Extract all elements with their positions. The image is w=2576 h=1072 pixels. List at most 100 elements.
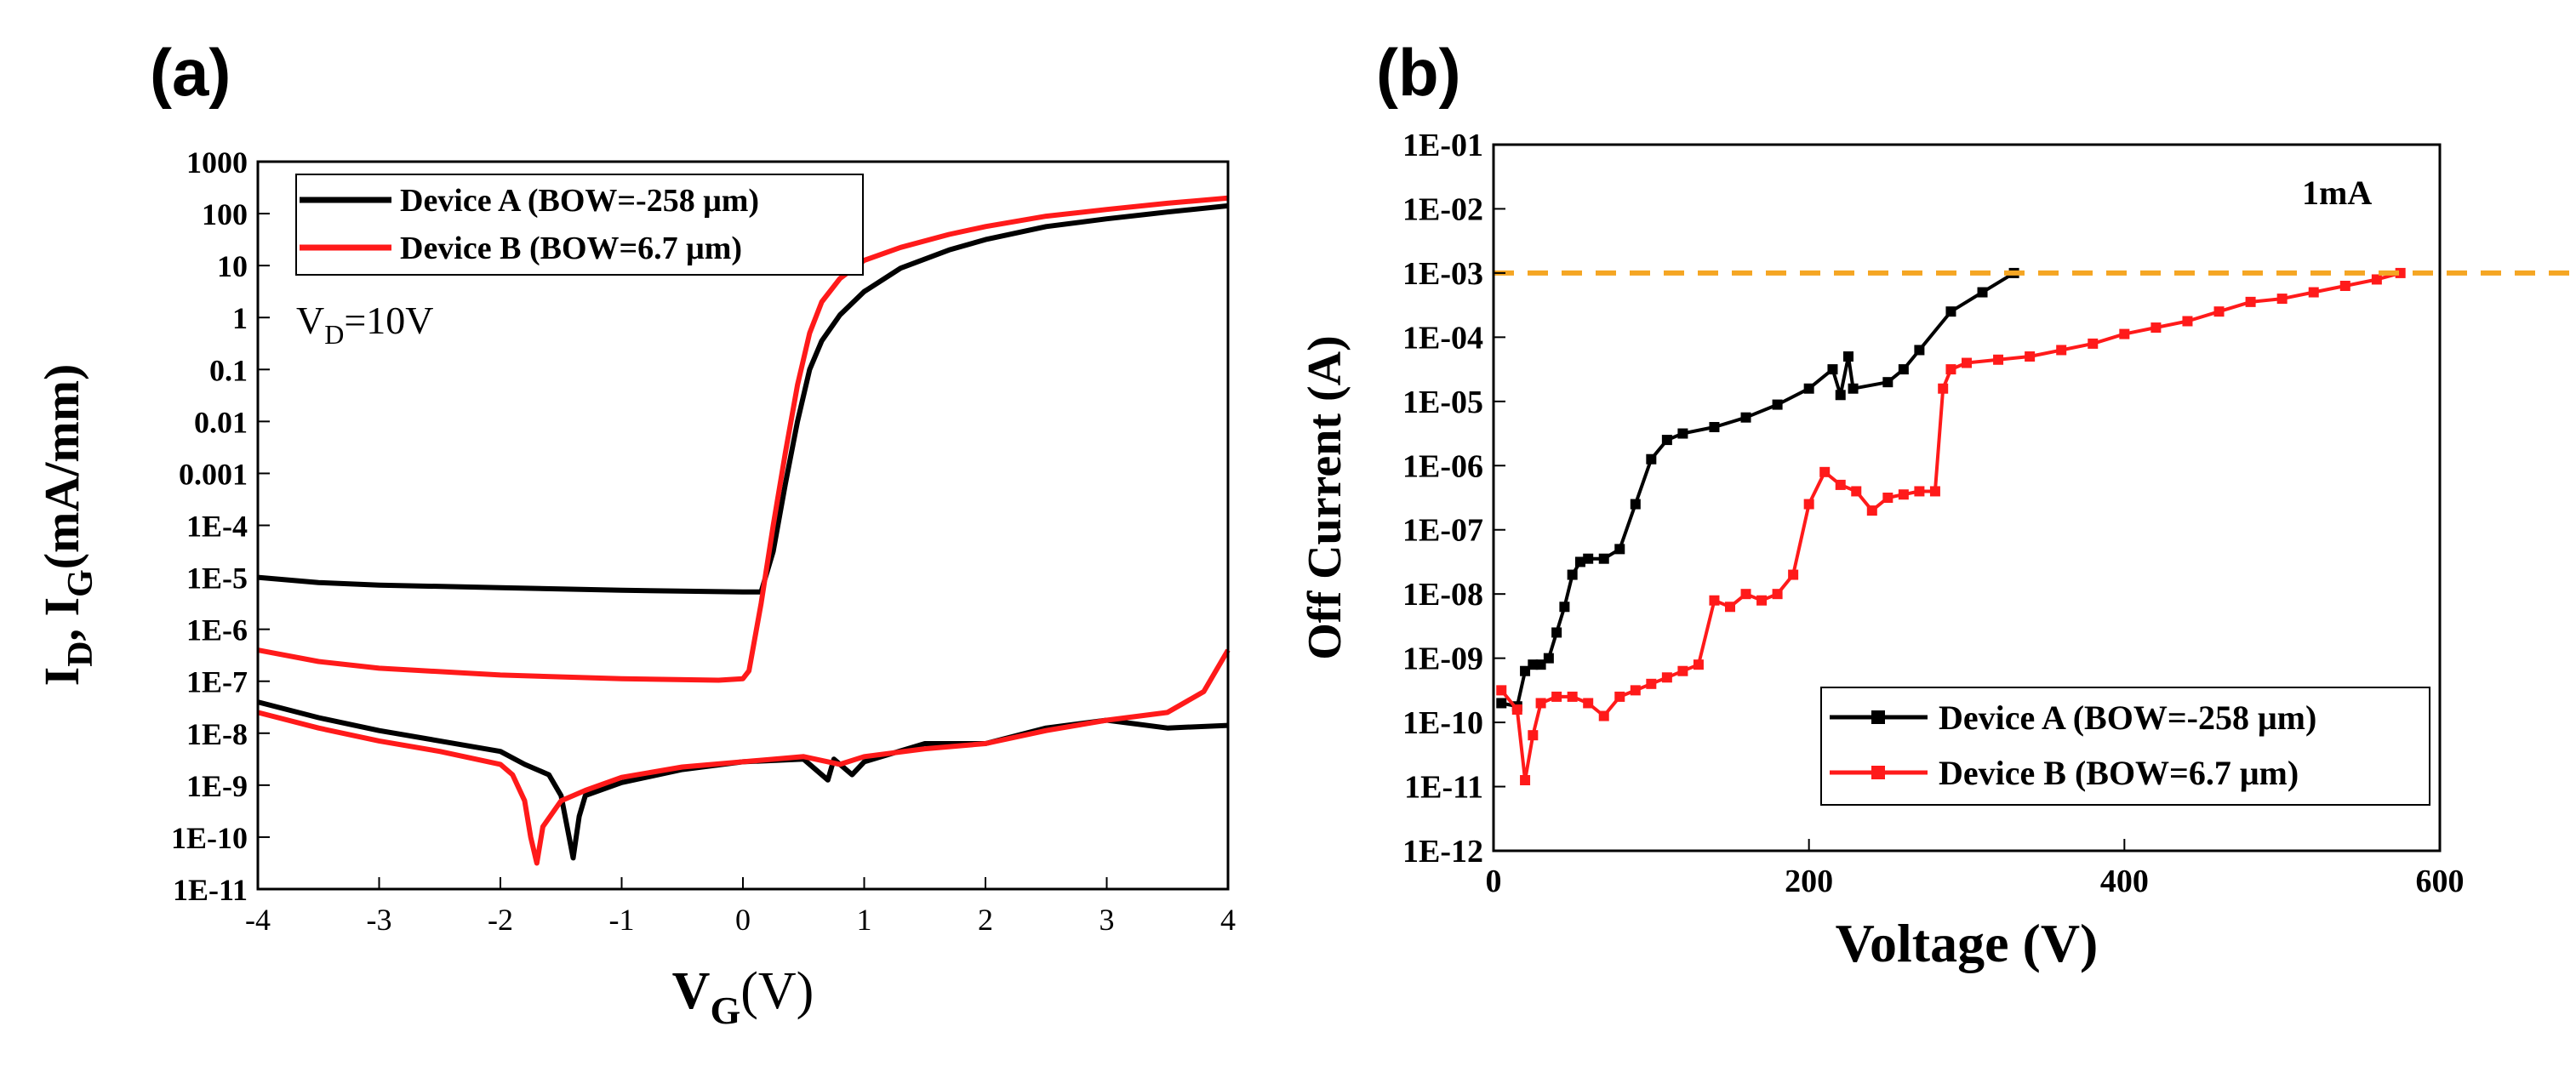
chart-b-series-0-point bbox=[1543, 653, 1554, 664]
chart-b-ylabel: Off Current (A) bbox=[1299, 335, 1351, 660]
chart-a-xlabel: VG(V) bbox=[672, 962, 814, 1032]
chart-b-y-tick-label: 1E-06 bbox=[1402, 448, 1483, 484]
chart-b-series-1-point bbox=[1646, 678, 1657, 689]
chart-b-x-tick-label: 400 bbox=[2100, 864, 2149, 899]
chart-b-series-0-point bbox=[1661, 435, 1672, 446]
chart-b-series-0-point bbox=[1772, 399, 1783, 410]
chart-a-y-tick-label: 10 bbox=[217, 249, 248, 283]
chart-a-annotation-vd: VD=10V bbox=[296, 299, 434, 350]
chart-b-x-tick-label: 0 bbox=[1486, 864, 1502, 899]
chart-b-plot-frame bbox=[1492, 143, 2442, 852]
chart-b-series-1-point bbox=[1551, 691, 1562, 702]
chart-b-series-0-point bbox=[1559, 602, 1570, 613]
chart-b-series-0-point bbox=[1646, 453, 1657, 465]
chart-a-x-tick-label: -2 bbox=[488, 903, 513, 937]
chart-b-y-tick-label: 1E-12 bbox=[1402, 834, 1483, 870]
chart-a-legend-label-b: Device B (BOW=6.7 μm) bbox=[400, 231, 742, 266]
chart-b-y-tick-label: 1E-09 bbox=[1402, 641, 1483, 677]
chart-b-series-1-point bbox=[1962, 357, 1972, 368]
chart-b-y-tick-label: 1E-01 bbox=[1402, 128, 1483, 163]
chart-a-y-tick-label: 1E-8 bbox=[186, 717, 248, 751]
chart-b-series-1-point bbox=[2088, 338, 2099, 349]
chart-b-y-tick-label: 1E-03 bbox=[1402, 256, 1483, 292]
chart-a-y-tick-label: 1E-11 bbox=[173, 873, 248, 907]
chart-b-series-0-point bbox=[1803, 383, 1814, 394]
chart-a-x-tick-label: 1 bbox=[857, 903, 872, 937]
chart-b-y-tick-label: 1E-08 bbox=[1402, 577, 1483, 613]
chart-b-series-1-point bbox=[1614, 691, 1625, 702]
chart-b: 0 200 400 600 1E-01 1E-02 1E-03 1E-04 1E-05 1E-06… bbox=[1299, 128, 2570, 973]
chart-b-series-1-point bbox=[2371, 274, 2382, 285]
chart-a-x-tick-label: -3 bbox=[367, 903, 392, 937]
chart-a-legend-label-a: Device A (BOW=-258 μm) bbox=[400, 183, 759, 219]
chart-b-series-0-point bbox=[1528, 659, 1539, 670]
chart-a: -4 -3 -2 -1 0 1 2 3 4 1000 100 10 1 0.1 0.01 0.001 1E-4 1… bbox=[34, 145, 1236, 1032]
chart-b-series-0-point bbox=[1567, 569, 1578, 580]
chart-b-legend-marker-b bbox=[1871, 766, 1885, 779]
chart-b-y-tick-label: 1E-02 bbox=[1402, 191, 1483, 227]
chart-a-y-tick-label: 1 bbox=[232, 301, 248, 335]
chart-b-x-tick-label: 200 bbox=[1785, 864, 1833, 899]
chart-b-series-0-point bbox=[1740, 412, 1751, 423]
chart-b-series-1-point bbox=[1693, 659, 1704, 670]
chart-a-series-line-0 bbox=[257, 202, 1229, 595]
chart-a-x-tick-label: 0 bbox=[735, 903, 751, 937]
chart-b-series-0-point bbox=[1898, 364, 1909, 375]
chart-b-series-1-point bbox=[1851, 486, 1862, 497]
chart-b-series-0-point bbox=[1614, 544, 1625, 555]
chart-a-y-tick-label: 0.01 bbox=[194, 405, 248, 439]
chart-a-x-tick-label: 3 bbox=[1100, 903, 1115, 937]
chart-b-series-0-point bbox=[1827, 364, 1838, 375]
chart-b-series-0-point bbox=[1843, 351, 1853, 362]
chart-b-series-1-point bbox=[1929, 486, 1940, 497]
chart-a-y-tick-label: 1E-7 bbox=[186, 665, 248, 699]
chart-b-series-1-point bbox=[1567, 691, 1578, 702]
chart-b-legend: Device A (BOW=-258 μm) Device B (BOW=6.7… bbox=[1820, 687, 2430, 806]
chart-b-series-1-point bbox=[2182, 316, 2193, 327]
chart-a-series-line-1 bbox=[257, 195, 1229, 683]
chart-b-series-1-point bbox=[1740, 589, 1751, 600]
chart-b-series-1-point bbox=[1709, 595, 1720, 606]
chart-b-legend-label-b: Device B (BOW=6.7 μm) bbox=[1939, 754, 2299, 792]
chart-b-annotation-1ma: 1mA bbox=[2302, 174, 2372, 212]
chart-a-y-tick-label: 1E-10 bbox=[171, 821, 248, 855]
chart-a-x-tick-label: 4 bbox=[1220, 903, 1236, 937]
chart-b-series-1-point bbox=[1788, 569, 1799, 580]
chart-b-series-1-point bbox=[1583, 698, 1594, 709]
chart-b-series-1-point bbox=[1914, 486, 1925, 497]
chart-b-series-1-point bbox=[1520, 775, 1531, 785]
chart-b-series-1-point bbox=[1725, 602, 1735, 613]
chart-a-y-tick-label: 1E-6 bbox=[186, 613, 248, 647]
chart-a-legend: Device A (BOW=-258 μm) Device B (BOW=6.7… bbox=[295, 174, 864, 276]
panel-label-b: (b) bbox=[1376, 35, 1461, 110]
chart-a-ylabel: ID, IG(mA/mm) bbox=[34, 364, 100, 687]
chart-b-series-0-point bbox=[1848, 383, 1859, 394]
chart-b-series-1-point bbox=[2119, 328, 2130, 339]
chart-b-series-0-point bbox=[1835, 390, 1846, 401]
chart-b-series-1-point bbox=[1661, 672, 1672, 683]
chart-b-series-0-point bbox=[1630, 499, 1641, 510]
chart-b-y-tick-label: 1E-11 bbox=[1404, 770, 1483, 806]
chart-b-y-tick-label: 1E-04 bbox=[1402, 320, 1483, 356]
chart-a-y-tick-label: 0.001 bbox=[179, 457, 248, 491]
chart-b-series-1-point bbox=[2276, 294, 2288, 305]
chart-b-series-1-point bbox=[1630, 685, 1641, 696]
chart-b-series-1-point bbox=[1772, 589, 1783, 600]
chart-b-series-1-point bbox=[1535, 698, 1546, 709]
chart-b-series-0-point bbox=[1677, 428, 1688, 439]
chart-a-legend-box bbox=[295, 174, 864, 276]
chart-a-y-tick-label: 1E-9 bbox=[186, 769, 248, 803]
chart-b-series-0-point bbox=[1709, 422, 1720, 432]
panel-label-a: (a) bbox=[150, 35, 231, 110]
chart-b-series-0-point bbox=[1977, 287, 1988, 298]
chart-b-series-1-point bbox=[1945, 364, 1956, 375]
chart-b-series-1-point bbox=[1598, 710, 1609, 721]
chart-b-series-1-point bbox=[1803, 499, 1814, 510]
chart-b-series-1-point bbox=[1756, 595, 1768, 606]
chart-b-series-0-point bbox=[1574, 556, 1585, 567]
chart-b-series-1-point bbox=[1898, 489, 1909, 500]
chart-b-series-1-point bbox=[2339, 281, 2350, 291]
chart-b-series-0-point bbox=[1945, 306, 1956, 317]
chart-b-series-1-point bbox=[1496, 685, 1507, 696]
